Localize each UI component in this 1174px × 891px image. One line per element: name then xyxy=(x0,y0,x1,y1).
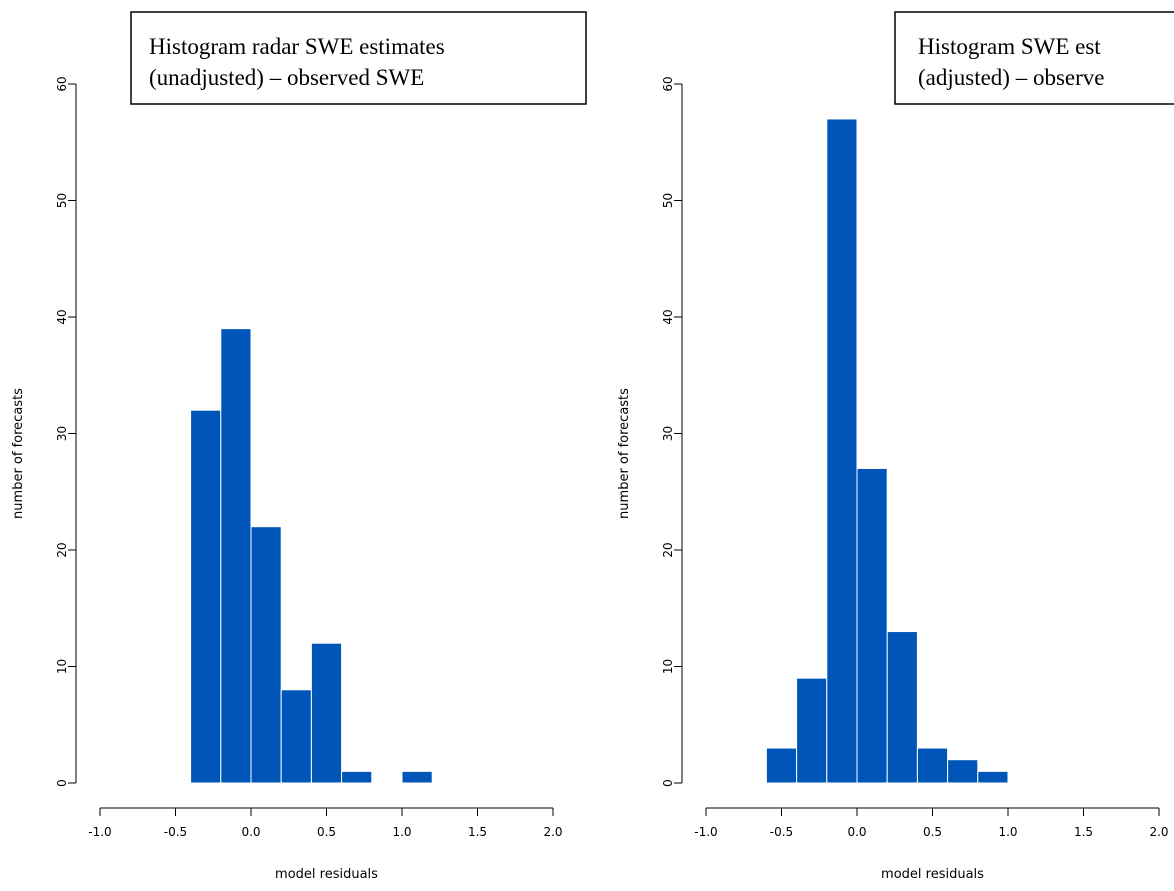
x-tick-label: 2.0 xyxy=(543,825,562,839)
x-tick-label: 0.5 xyxy=(923,825,942,839)
histogram-bar xyxy=(220,328,252,784)
y-axis-title: number of forecasts xyxy=(617,388,632,519)
histogram-bar xyxy=(341,770,373,784)
y-tick-label: 50 xyxy=(55,193,69,208)
y-tick-label: 0 xyxy=(55,779,69,787)
chart-title-line: (unadjusted) – observed SWE xyxy=(149,65,424,90)
x-tick-label: 1.5 xyxy=(1074,825,1093,839)
histogram-bar xyxy=(796,677,828,784)
y-tick-label: 20 xyxy=(661,542,675,557)
histogram-bar xyxy=(250,526,282,784)
x-tick-label: 1.5 xyxy=(468,825,487,839)
x-tick-label: 1.0 xyxy=(998,825,1017,839)
y-tick-label: 40 xyxy=(661,309,675,324)
x-tick-label: -0.5 xyxy=(770,825,793,839)
histogram-bar xyxy=(886,631,918,784)
x-tick-label: -1.0 xyxy=(88,825,111,839)
histogram-bar xyxy=(916,747,949,784)
y-tick-label: 30 xyxy=(55,426,69,441)
y-tick-label: 40 xyxy=(55,309,69,324)
histogram-bar xyxy=(401,770,433,784)
x-tick-label: 0.0 xyxy=(847,825,866,839)
y-tick-label: 50 xyxy=(661,193,675,208)
title-box-border xyxy=(130,11,587,105)
chart-title-box: Histogram radar SWE estimates (unadjusted… xyxy=(130,11,587,105)
y-tick-label: 10 xyxy=(55,659,69,674)
x-tick-label: -0.5 xyxy=(164,825,187,839)
x-axis-title: model residuals xyxy=(275,867,378,882)
histogram-bar xyxy=(856,467,888,784)
histogram-bar xyxy=(826,118,858,784)
histogram-panel-2: 0 10 20 30 40 50 60 -1.0 -0.5 0.0 0.5 1.0 1.5 2.0 mode… xyxy=(617,11,1174,882)
chart-title-line: Histogram SWE est xyxy=(918,34,1101,59)
y-tick-label: 30 xyxy=(661,426,675,441)
x-tick-label: 0.0 xyxy=(241,825,260,839)
histogram-bar xyxy=(280,689,312,784)
y-tick-label: 60 xyxy=(661,76,675,91)
title-box-border xyxy=(894,11,1174,105)
x-tick-label: 0.5 xyxy=(317,825,336,839)
chart-title-box: Histogram SWE est (adjusted) – observe xyxy=(894,11,1174,105)
histogram-panel-1: 0 10 20 30 40 50 60 -1.0 -0.5 0.0 0.5 1.0 1.5 2.0 mode… xyxy=(11,11,587,882)
histogram-bar xyxy=(310,642,343,784)
chart-title-line: (adjusted) – observe xyxy=(918,65,1105,90)
x-tick-label: 2.0 xyxy=(1149,825,1168,839)
y-tick-label: 20 xyxy=(55,542,69,557)
chart-title-line: Histogram radar SWE estimates xyxy=(149,34,445,59)
histogram-bar xyxy=(977,770,1009,784)
histogram-bar xyxy=(947,759,979,784)
histogram-bar xyxy=(765,747,798,784)
x-axis-title: model residuals xyxy=(881,867,984,882)
y-tick-label: 60 xyxy=(55,76,69,91)
x-tick-label: 1.0 xyxy=(392,825,411,839)
histogram-bar xyxy=(190,409,222,784)
y-axis-title: number of forecasts xyxy=(11,388,26,519)
y-tick-label: 0 xyxy=(661,779,675,787)
y-tick-label: 10 xyxy=(661,659,675,674)
x-tick-label: -1.0 xyxy=(694,825,717,839)
